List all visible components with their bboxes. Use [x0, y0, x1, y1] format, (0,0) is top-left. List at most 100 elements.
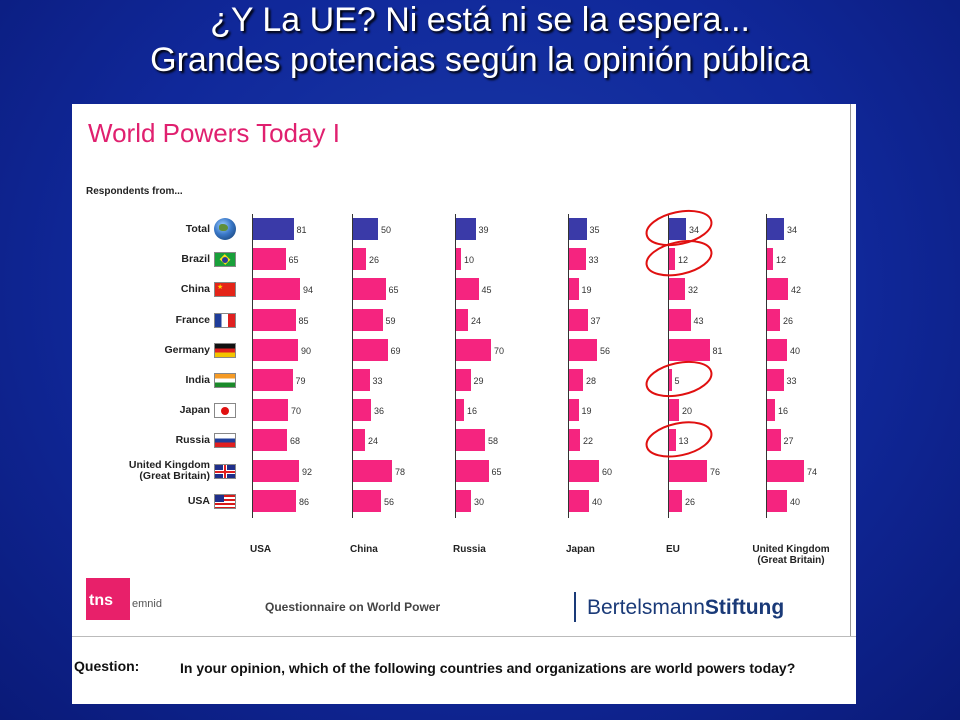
- value-label: 42: [791, 285, 802, 296]
- value-label: 76: [710, 466, 721, 477]
- questionnaire-title: Questionnaire on World Power: [265, 600, 441, 614]
- column-label-russia: Russia: [453, 544, 486, 555]
- row-label-brazil: Brazil: [181, 253, 210, 266]
- question-label: Question:: [74, 658, 140, 674]
- bar-united-kingdom-great-britain-united-kingdom-great-britain: [767, 459, 804, 482]
- bar-japan-total: [569, 218, 587, 240]
- slide-title: ¿Y La UE? Ni está ni se la espera... Gra…: [0, 0, 960, 80]
- bar-china-united-kingdom-great-britain: [353, 459, 392, 482]
- value-label: 16: [467, 406, 478, 417]
- value-label: 19: [581, 406, 592, 417]
- column-label-eu: EU: [666, 544, 680, 555]
- bar-usa-india: [253, 369, 293, 391]
- highlight-circle-total: [645, 209, 713, 247]
- value-label: 78: [395, 466, 406, 477]
- value-label: 60: [602, 466, 613, 477]
- value-label: 92: [302, 466, 313, 477]
- bar-eu-china: [669, 278, 685, 301]
- flag-germany-icon: [214, 342, 236, 358]
- highlight-circle-india: [645, 360, 713, 398]
- bar-russia-brazil: [456, 248, 461, 271]
- highlight-circle-russia: [645, 421, 713, 458]
- value-label: 59: [385, 315, 396, 326]
- value-label: 39: [478, 225, 489, 235]
- chart-panel: World Powers Today I Respondents from...…: [72, 104, 856, 704]
- bar-united-kingdom-great-britain-total: [767, 218, 784, 240]
- bar-usa-france: [253, 308, 296, 331]
- value-label: 74: [807, 466, 818, 477]
- highlight-circles: [645, 209, 713, 458]
- value-label: 69: [390, 345, 401, 356]
- bar-usa-brazil: [253, 248, 286, 271]
- flag-china-icon: ★: [214, 282, 236, 298]
- bar-japan-usa: [569, 489, 589, 512]
- bar-china-usa: [353, 489, 381, 512]
- axis-line-russia: [455, 214, 456, 518]
- bar-eu-usa: [669, 489, 682, 512]
- flag-russia-icon: [214, 433, 236, 449]
- value-label: 43: [693, 315, 704, 326]
- row-label-russia: Russia: [175, 434, 210, 447]
- value-label: 12: [776, 255, 787, 266]
- value-label: 28: [586, 376, 597, 386]
- bar-japan-france: [569, 308, 588, 331]
- slide-title-line1: ¿Y La UE? Ni está ni se la espera...: [210, 1, 750, 39]
- value-label: 34: [689, 225, 700, 235]
- flag-usa-icon: [214, 493, 236, 509]
- value-label: 79: [295, 376, 306, 386]
- bar-united-kingdom-great-britain-japan: [767, 399, 775, 422]
- value-label: 50: [381, 225, 392, 235]
- value-label: 12: [678, 255, 689, 266]
- value-label: 27: [783, 436, 794, 447]
- bar-russia-china: [456, 278, 479, 301]
- axis-line-china: [352, 214, 353, 518]
- bar-usa-russia: [253, 429, 287, 452]
- bar-japan-united-kingdom-great-britain: [569, 459, 599, 482]
- value-label: 40: [790, 345, 801, 356]
- value-label: 16: [778, 406, 789, 417]
- bertelsmann-logo-rule: [574, 592, 576, 622]
- row-label-india: India: [185, 374, 210, 386]
- value-label: 86: [299, 496, 310, 507]
- bar-russia-france: [456, 308, 468, 331]
- value-label: 65: [288, 255, 299, 266]
- bar-eu-germany: [669, 338, 710, 361]
- slide-title-line2: Grandes potencias según la opinión públi…: [150, 41, 810, 79]
- bar-united-kingdom-great-britain-china: [767, 278, 788, 301]
- value-label: 90: [301, 345, 312, 356]
- value-label: 94: [303, 285, 314, 296]
- bar-china-brazil: [353, 248, 366, 271]
- value-label: 56: [600, 345, 611, 356]
- bar-japan-brazil: [569, 248, 586, 271]
- value-label: 70: [494, 345, 505, 356]
- bar-eu-total: [669, 218, 686, 240]
- value-label: 10: [464, 255, 475, 266]
- bar-china-china: [353, 278, 386, 301]
- panel-right-rule: [850, 104, 851, 636]
- bar-china-germany: [353, 338, 388, 361]
- value-label: 81: [712, 345, 723, 356]
- row-label-china: China: [180, 283, 210, 296]
- value-label: 65: [388, 285, 399, 296]
- bertelsmann-logo-regular: Bertelsmann: [587, 596, 705, 619]
- row-label-usa: USA: [187, 494, 210, 507]
- value-label: 5: [674, 376, 680, 386]
- bar-united-kingdom-great-britain-germany: [767, 338, 787, 361]
- value-label: 70: [291, 406, 302, 417]
- value-label: 20: [682, 406, 693, 417]
- value-label: 26: [685, 496, 696, 507]
- value-label: 24: [471, 315, 482, 326]
- row-label-germany: Germany: [164, 343, 210, 356]
- column-label-usa: USA: [250, 544, 272, 555]
- bar-usa-total: [253, 218, 294, 240]
- value-label: 45: [481, 285, 492, 296]
- row-label-united-kingdom-great-britain: United Kingdom (Great Britain): [128, 458, 210, 482]
- bar-united-kingdom-great-britain-russia: [767, 429, 781, 452]
- value-label: 30: [474, 496, 485, 507]
- value-label: 32: [688, 285, 699, 296]
- bar-japan-russia: [569, 429, 580, 452]
- bar-eu-france: [669, 308, 691, 331]
- axis-line-united-kingdom-great-britain: [766, 214, 767, 518]
- bar-eu-russia: [669, 429, 676, 452]
- value-label: 40: [790, 496, 801, 507]
